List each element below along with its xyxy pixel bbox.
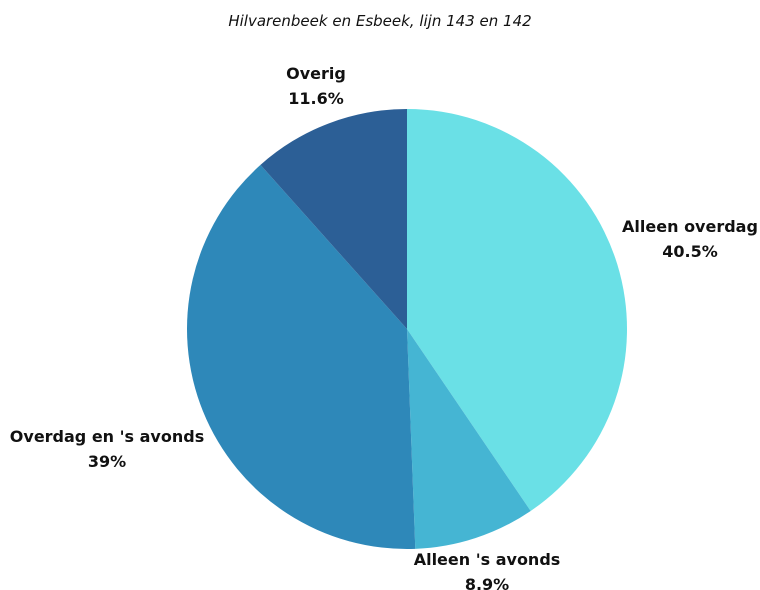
slice-label-value: 8.9%: [465, 575, 509, 590]
slice-label-name: Overig: [286, 64, 346, 83]
pie-slices: [186, 109, 627, 549]
pie-slice-1: [407, 329, 531, 549]
pie-slice-3: [260, 109, 407, 329]
slice-label-name: Alleen overdag: [622, 217, 758, 236]
chart-title: Hilvarenbeek en Esbeek, lijn 143 en 142: [228, 12, 531, 30]
slice-label-value: 39%: [88, 452, 126, 471]
pie-slice-2: [186, 164, 416, 549]
pie-slice-0: [407, 109, 627, 511]
slice-label-value: 11.6%: [288, 89, 344, 108]
slice-label-value: 40.5%: [662, 242, 718, 261]
slice-label-name: Overdag en 's avonds: [10, 427, 204, 446]
slice-labels: Alleen overdag 40.5% Alleen 's avonds 8.9% O…: [10, 64, 758, 590]
slice-label-name: Alleen 's avonds: [414, 550, 561, 569]
